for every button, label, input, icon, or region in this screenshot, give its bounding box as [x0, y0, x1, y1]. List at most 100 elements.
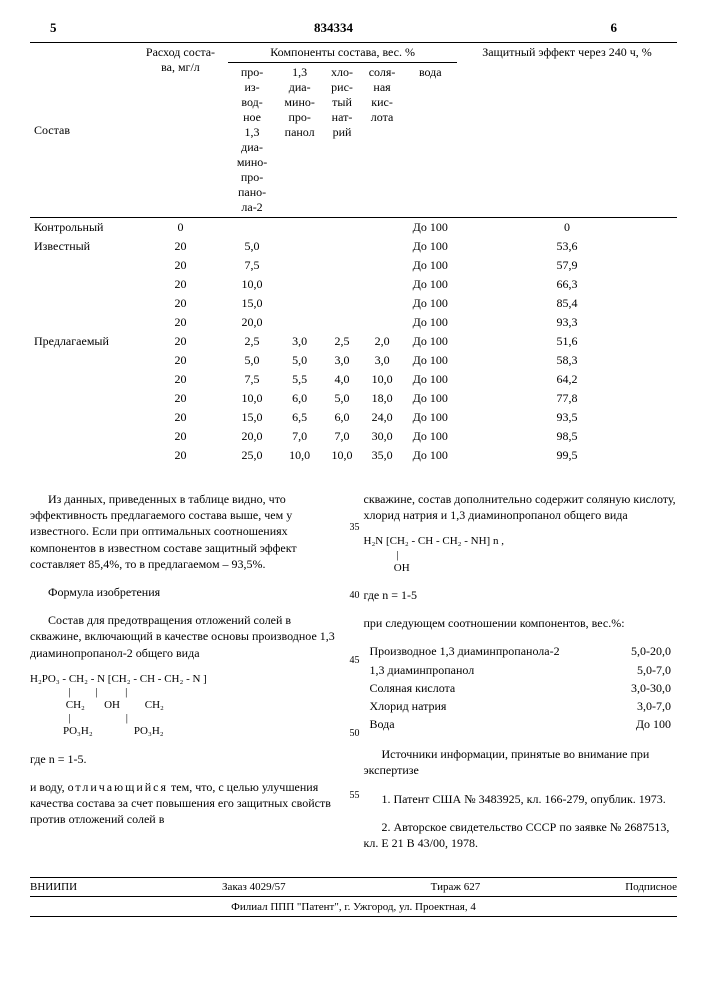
cell: 3,0 — [323, 351, 360, 370]
right-p2: где n = 1-5 — [364, 587, 678, 603]
data-table: Состав Расход соста- ва, мг/л Компоненты… — [30, 42, 677, 465]
cell: До 100 — [404, 370, 457, 389]
cell — [276, 313, 324, 332]
cell: 20 — [133, 275, 229, 294]
right-p1: скважине, состав дополнительно содержит … — [364, 491, 678, 523]
left-p1: Из данных, приведенных в таблице видно, … — [30, 491, 344, 572]
patent-number: 834334 — [314, 20, 353, 36]
cell: До 100 — [404, 332, 457, 351]
right-column: 35 40 45 50 55 скважине, состав дополнит… — [364, 479, 678, 863]
chem-formula-2: H₂N [CH₂ - CH - CH₂ - NH] n , | OH — [364, 535, 678, 575]
cell: 99,5 — [457, 446, 677, 465]
sub5: вода — [404, 63, 457, 218]
cell: 35,0 — [361, 446, 404, 465]
cell: 20 — [133, 389, 229, 408]
cell: До 100 — [404, 351, 457, 370]
cell: 6,5 — [276, 408, 324, 427]
cell: До 100 — [404, 427, 457, 446]
cell: 85,4 — [457, 294, 677, 313]
cell: 20 — [133, 237, 229, 256]
cell: 20 — [133, 256, 229, 275]
cell: 2,5 — [228, 332, 276, 351]
cell: 7,5 — [228, 370, 276, 389]
margin-55: 55 — [350, 789, 360, 803]
cell: 5,0 — [323, 389, 360, 408]
cell: 93,5 — [457, 408, 677, 427]
cell — [323, 256, 360, 275]
cell: 20 — [133, 332, 229, 351]
margin-50: 50 — [350, 727, 360, 741]
cell: 20,0 — [228, 427, 276, 446]
cell: 24,0 — [361, 408, 404, 427]
cell: 7,0 — [276, 427, 324, 446]
cell: До 100 — [404, 237, 457, 256]
cell: 6,0 — [323, 408, 360, 427]
cell: 3,0 — [361, 351, 404, 370]
cell: 3,0 — [276, 332, 324, 351]
cell — [323, 218, 360, 238]
cell: 30,0 — [361, 427, 404, 446]
cell: 7,0 — [323, 427, 360, 446]
left-p3: где n = 1-5. — [30, 751, 344, 767]
cell: 15,0 — [228, 408, 276, 427]
cell — [276, 218, 324, 238]
left-column: Из данных, приведенных в таблице видно, … — [30, 479, 344, 863]
col-group: Компоненты состава, вес. % — [228, 43, 457, 63]
sub4: соля- ная кис- лота — [361, 63, 404, 218]
cell: До 100 — [404, 218, 457, 238]
cell: До 100 — [404, 446, 457, 465]
cell — [361, 237, 404, 256]
cell — [30, 408, 133, 427]
cell: 20 — [133, 313, 229, 332]
cell: 18,0 — [361, 389, 404, 408]
cell — [361, 294, 404, 313]
cell: 20 — [133, 446, 229, 465]
cell: 51,6 — [457, 332, 677, 351]
cell: 10,0 — [361, 370, 404, 389]
cell: 20,0 — [228, 313, 276, 332]
cell: До 100 — [404, 294, 457, 313]
cell: До 100 — [404, 275, 457, 294]
formula-title: Формула изобретения — [30, 584, 344, 600]
margin-45: 45 — [350, 654, 360, 668]
cell — [30, 313, 133, 332]
cell — [276, 294, 324, 313]
cell: 53,6 — [457, 237, 677, 256]
source-2: 2. Авторское свидетельство СССР по заявк… — [364, 819, 678, 851]
cell — [30, 446, 133, 465]
cell: 20 — [133, 294, 229, 313]
cell: 66,3 — [457, 275, 677, 294]
footer-zakaz: Заказ 4029/57 — [222, 881, 286, 893]
cell: Контрольный — [30, 218, 133, 238]
cell — [323, 294, 360, 313]
cell — [30, 294, 133, 313]
source-1: 1. Патент США № 3483925, кл. 166-279, оп… — [364, 791, 678, 807]
cell — [361, 313, 404, 332]
col-sostav: Состав — [30, 43, 133, 218]
sub3: хло- рис- тый нат- рий — [323, 63, 360, 218]
cell — [30, 275, 133, 294]
cell — [323, 275, 360, 294]
cell: 0 — [457, 218, 677, 238]
cell: 10,0 — [228, 389, 276, 408]
cell: 2,5 — [323, 332, 360, 351]
cell: 6,0 — [276, 389, 324, 408]
page-num-right: 6 — [611, 20, 618, 36]
cell: 10,0 — [323, 446, 360, 465]
footer-line-2: Филиал ППП "Патент", г. Ужгород, ул. Про… — [30, 901, 677, 917]
cell — [30, 370, 133, 389]
cell: 57,9 — [457, 256, 677, 275]
cell: 98,5 — [457, 427, 677, 446]
cell — [30, 389, 133, 408]
cell: 0 — [133, 218, 229, 238]
chem-formula-1: H₂PO₃ - CH₂ - N [CH₂ - CH - CH₂ - N ] | … — [30, 673, 344, 739]
cell — [323, 237, 360, 256]
cell: 7,5 — [228, 256, 276, 275]
cell: 64,2 — [457, 370, 677, 389]
cell: 93,3 — [457, 313, 677, 332]
cell: 77,8 — [457, 389, 677, 408]
cell — [30, 351, 133, 370]
cell — [30, 256, 133, 275]
cell — [361, 256, 404, 275]
cell — [361, 275, 404, 294]
